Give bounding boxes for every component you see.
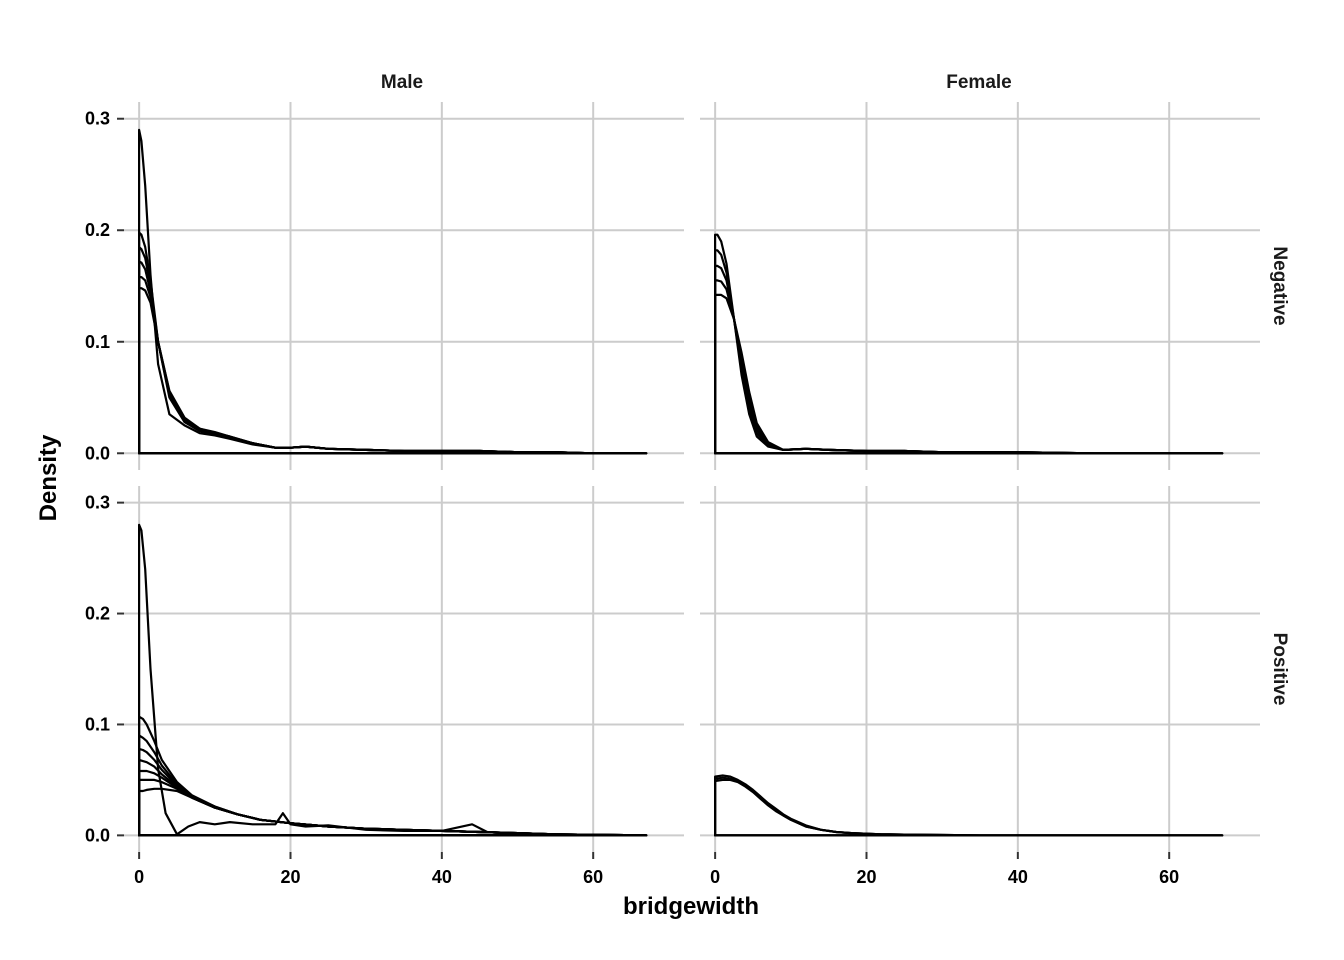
panel-female-positive-density-curve-1 xyxy=(714,776,1224,837)
y-axis-title: Density xyxy=(35,434,62,521)
panel-male-positive-xtick-label-3: 60 xyxy=(583,867,603,887)
panel-male-positive-density-curve-2 xyxy=(138,734,648,837)
panel-male-positive-density-curve-5 xyxy=(138,769,648,837)
panel-female-positive-density-curve-0 xyxy=(714,774,1224,837)
panel-male-positive-ytick-label-1: 0.1 xyxy=(85,714,110,734)
panel-male-positive-density-curve-7 xyxy=(138,787,648,837)
panel-male-positive-ytick-label-0: 0.0 xyxy=(85,825,110,845)
panel-male-negative-density-curve-1 xyxy=(138,231,648,455)
panel-female-negative-density-curve-1 xyxy=(714,249,1224,455)
panel-male-negative-ytick-label-1: 0.1 xyxy=(85,332,110,352)
panel-male-negative-density-curve-5 xyxy=(138,287,648,455)
panel-female-negative-density-curve-0 xyxy=(714,233,1224,455)
panel-male-positive-density-curve-0 xyxy=(138,523,648,837)
panel-female-positive-density-curve-2 xyxy=(714,778,1224,837)
panel-female-positive-xtick-label-0: 0 xyxy=(710,867,720,887)
panels-layer: 0.0 0.1 0.2 0.3 0.0 0.1 0.2 0.3 0 20 40 60 0 20 40 60 xyxy=(85,102,1260,887)
panel-female-negative xyxy=(700,102,1260,470)
panel-male-negative: 0.0 0.1 0.2 0.3 xyxy=(85,102,684,470)
panel-male-negative-density-curve-2 xyxy=(138,245,648,455)
panel-male-negative-density-curve-0 xyxy=(138,128,648,455)
strip-label-female: Female xyxy=(946,72,1011,93)
strip-label-negative: Negative xyxy=(1269,246,1290,325)
panel-female-negative-density-curve-4 xyxy=(714,293,1224,455)
panel-male-positive-density-curve-1 xyxy=(138,715,648,837)
panel-male-positive-xtick-label-1: 20 xyxy=(280,867,300,887)
panel-male-positive: 0.0 0.1 0.2 0.3 0 20 40 60 xyxy=(85,486,684,887)
panel-female-positive-xtick-label-3: 60 xyxy=(1159,867,1179,887)
panel-female-negative-density-curve-3 xyxy=(714,279,1224,455)
panel-female-negative-density-curve-2 xyxy=(714,264,1224,455)
panel-male-negative-ytick-label-2: 0.2 xyxy=(85,220,110,240)
panel-male-negative-density-curve-3 xyxy=(138,260,648,455)
x-axis-title: bridgewidth xyxy=(623,893,759,920)
panel-male-positive-density-curve-3 xyxy=(138,747,648,837)
panel-female-positive-xtick-label-2: 40 xyxy=(1008,867,1028,887)
panel-female-positive-xtick-label-1: 20 xyxy=(856,867,876,887)
panel-female-positive: 0 20 40 60 xyxy=(700,486,1260,887)
panel-male-negative-ytick-label-0: 0.0 xyxy=(85,443,110,463)
panel-male-positive-ytick-label-3: 0.3 xyxy=(85,493,110,513)
panel-male-negative-density-curve-4 xyxy=(138,276,648,455)
strip-label-male: Male xyxy=(381,72,423,93)
panel-male-negative-ytick-label-3: 0.3 xyxy=(85,109,110,129)
panel-male-positive-xtick-label-2: 40 xyxy=(432,867,452,887)
strip-label-positive: Positive xyxy=(1269,633,1290,706)
panel-male-positive-xtick-label-0: 0 xyxy=(134,867,144,887)
panel-male-positive-ytick-label-2: 0.2 xyxy=(85,604,110,624)
